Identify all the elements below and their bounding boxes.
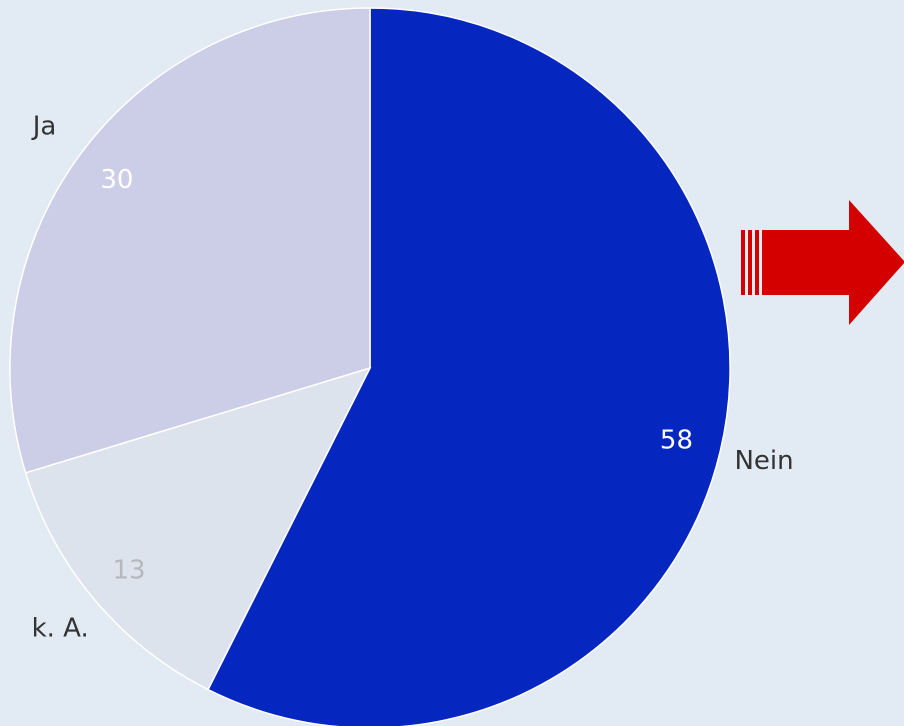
pie-slice [24, 366, 372, 691]
value-label: 13 [112, 555, 145, 585]
value-label: 58 [660, 425, 693, 455]
value-label: 30 [100, 165, 133, 195]
category-label: Ja [31, 111, 57, 141]
arrow-body [762, 200, 904, 325]
pie-slice [207, 7, 731, 726]
arrow-stripe [755, 230, 759, 295]
category-label: Nein [734, 446, 793, 476]
category-label: k. A. [32, 613, 89, 643]
arrow [741, 200, 904, 325]
pie-slice [9, 7, 371, 474]
arrow-stripe [741, 230, 745, 295]
arrow-stripe [748, 230, 752, 295]
